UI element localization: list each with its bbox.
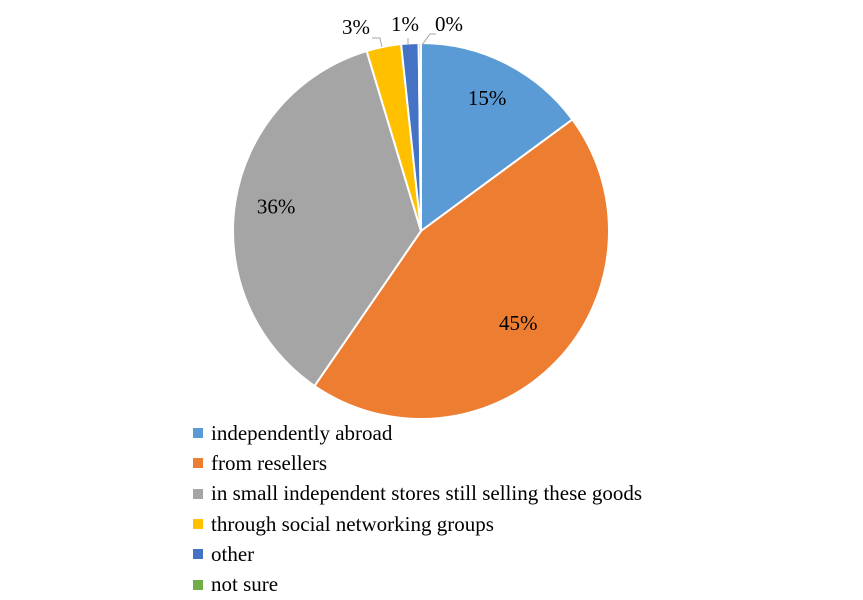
legend-item-not-sure: not sure (193, 569, 642, 599)
data-label-in-small-independent-stores-still-selling-these-goods: 36% (257, 194, 296, 218)
legend-item-from-resellers: from resellers (193, 448, 642, 478)
pie-slice-not-sure (417, 41, 422, 232)
pie-slice-from-resellers (313, 118, 610, 420)
legend-item-other: other (193, 539, 642, 569)
data-label-through-social-networking-groups: 3% (342, 15, 370, 39)
data-label-other: 1% (391, 12, 419, 36)
legend-label: other (211, 541, 255, 566)
legend: independently abroad from resellers in sma… (193, 418, 642, 600)
legend-swatch (193, 428, 203, 439)
data-label-independently-abroad: 15% (468, 86, 507, 110)
legend-label: through social networking groups (211, 511, 494, 536)
leader-lines (372, 33, 436, 48)
legend-swatch (193, 579, 203, 590)
data-label-from-resellers: 45% (499, 311, 538, 335)
legend-swatch (193, 488, 203, 499)
legend-label: not sure (211, 572, 279, 597)
leader-line-not-sure (421, 33, 436, 46)
pie-slices (232, 41, 610, 420)
legend-item-through-social-networking-groups: through social networking groups (193, 509, 642, 539)
pie-slice-independently-abroad (420, 41, 574, 233)
legend-swatch (193, 549, 203, 560)
data-label-not-sure: 0% (435, 12, 463, 36)
legend-swatch (193, 519, 203, 530)
legend-swatch (193, 458, 203, 469)
leader-line-through-social-networking-groups (372, 37, 383, 48)
legend-label: in small independent stores still sellin… (211, 481, 643, 506)
legend-label: independently abroad (211, 420, 393, 445)
legend-item-independently-abroad: independently abroad (193, 418, 642, 448)
pie-slice-in-small-independent-stores-still-selling-these-goods (232, 49, 423, 388)
legend-item-in-small-independent-stores-still-selling-these-goods: in small independent stores still sellin… (193, 479, 642, 509)
legend-label: from resellers (211, 450, 328, 475)
data-labels: 15% 45% 36% 3% 1% 0% (257, 12, 538, 335)
